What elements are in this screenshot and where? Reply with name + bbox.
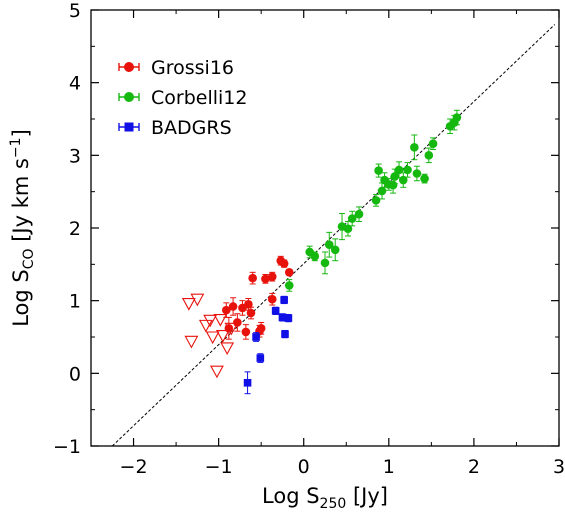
corbelli12-point [347,214,357,223]
upper-limit-point [215,329,230,343]
x-tick-label: 0 [298,456,310,478]
badgrs-point [252,333,260,341]
grossi16-point [221,305,231,315]
upper-limit-point [184,335,199,349]
grossi16-point [248,273,257,283]
x-tick-label: 1 [383,456,395,478]
y-tick-label: 4 [69,73,81,95]
y-tick-label: 2 [69,218,81,240]
x-tick-label: 3 [553,456,565,478]
corbelli12-point [452,113,462,122]
grossi16-point [261,274,270,284]
upper-limit-point [220,342,235,356]
grossi16-point [256,323,266,333]
x-tick-label: −1 [205,456,233,478]
corbelli12-point [410,143,419,152]
corbelli12-point [374,166,383,175]
legend: Grossi16 Corbelli12 BADGRS [118,57,247,139]
corbelli12-point [377,186,387,196]
legend-label: Corbelli12 [151,87,247,109]
corbelli12-point [398,175,408,185]
badgrs-point [278,313,287,322]
corbelli12-point [394,165,404,175]
upper-limit-point [210,365,224,379]
upper-limit-point [181,298,196,311]
corbelli12-point [424,151,434,160]
badgrs-point [271,307,280,315]
x-tick-label: −2 [120,456,148,478]
corbelli12-point [420,174,429,183]
upper-limit-point [203,314,218,328]
grossi16-point [228,302,238,311]
x-axis-label: Log S250 [Jy] [262,484,388,512]
legend-swatch-marker [124,92,134,102]
corbelli12-point [354,209,364,219]
upper-limit-point [198,319,213,333]
corbelli12-point [324,240,334,250]
grossi16-point [284,268,294,277]
upper-limit-point [213,314,228,327]
y-axis-label: Log SCO [Jy km s−1] [8,129,37,327]
y-tick-label: 3 [69,145,81,167]
corbelli12-point [310,252,320,261]
upper-limit-point [224,322,239,336]
corbelli12-point [412,169,422,178]
corbelli12-point [284,281,294,290]
corbelli12-point [390,172,400,181]
grossi16-point [244,300,253,309]
legend-swatch-marker [124,122,134,132]
grossi16-point [246,308,256,318]
y-tick-label: 1 [69,291,81,313]
badgrs-point [243,378,252,387]
badgrs-point [281,330,289,338]
y-tick-label: 5 [69,0,81,22]
grossi16-point [233,318,242,327]
corbelli12-point [371,196,381,205]
corbelli12-point [388,180,398,190]
x-tick-label: 2 [468,456,480,478]
legend-label: BADGRS [151,117,232,139]
y-tick-label: 0 [69,363,81,385]
corbelli12-point [428,139,438,149]
badgrs-point [284,314,293,322]
upper-limit-point [190,293,205,307]
grossi16-point [267,294,277,304]
corbelli12-point [330,245,340,255]
grossi16-point [279,259,289,268]
legend-swatch-marker [124,62,134,72]
badgrs-point [256,354,265,362]
grossi16-point [241,327,251,337]
grossi16-point [267,272,277,281]
corbelli12-point [320,258,330,268]
legend-label: Grossi16 [151,57,234,79]
corbelli12-point [403,165,412,175]
fit-line [111,24,556,447]
badgrs-point [280,296,288,304]
corbelli12-point [343,224,353,234]
y-tick-label: −1 [53,436,81,458]
upper-limit-point [205,331,220,345]
